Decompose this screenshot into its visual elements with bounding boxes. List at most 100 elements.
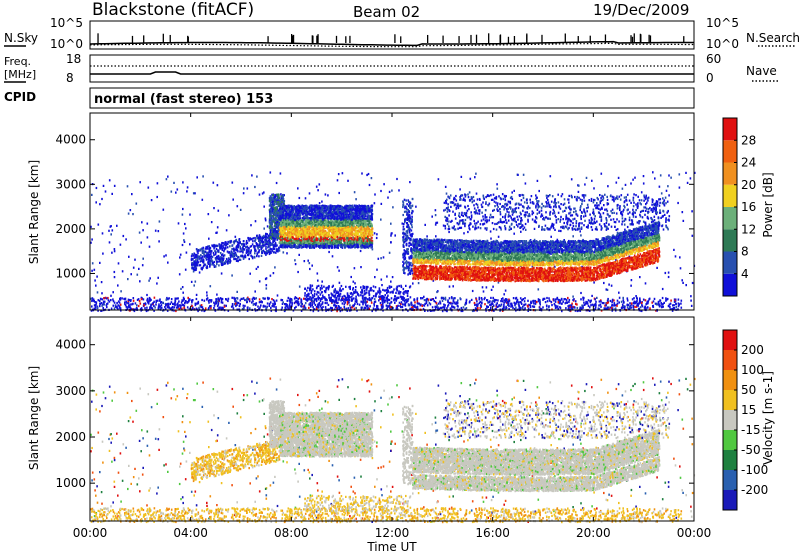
power-cell xyxy=(556,238,559,241)
power-cell xyxy=(209,299,211,302)
power-cell xyxy=(271,236,274,239)
power-cell xyxy=(201,249,203,252)
power-cell xyxy=(233,242,235,245)
power-cell xyxy=(264,297,266,300)
power-cell xyxy=(333,300,336,304)
power-cell xyxy=(95,302,98,305)
power-cell xyxy=(246,306,249,309)
power-cell xyxy=(111,251,113,254)
power-cell xyxy=(382,305,384,308)
power-cell xyxy=(490,302,493,305)
power-cell xyxy=(630,306,632,309)
power-cell xyxy=(598,304,600,307)
power-cell xyxy=(346,298,348,301)
power-cell xyxy=(222,246,225,249)
power-cell xyxy=(513,232,515,235)
power-cell xyxy=(583,296,585,300)
power-cell xyxy=(221,241,223,245)
power-cell xyxy=(254,309,257,312)
power-cell xyxy=(259,306,261,309)
power-cell xyxy=(203,299,206,302)
power-cell xyxy=(127,302,130,305)
power-cell xyxy=(346,300,349,304)
power-cell xyxy=(514,304,516,307)
power-cell xyxy=(246,248,248,251)
power-cell xyxy=(174,297,177,300)
power-cell xyxy=(195,263,198,266)
power-cell xyxy=(343,298,345,301)
power-cell xyxy=(231,181,234,184)
power-cell xyxy=(221,263,223,266)
power-cell xyxy=(554,265,556,268)
power-cell xyxy=(372,307,375,310)
power-cell xyxy=(216,304,219,308)
power-cell xyxy=(236,248,239,252)
power-cell xyxy=(276,232,278,236)
power-cell xyxy=(618,195,621,198)
power-cell xyxy=(159,299,161,302)
power-cell xyxy=(630,182,632,185)
power-cell xyxy=(231,255,234,258)
power-cell xyxy=(191,308,194,311)
power-cell xyxy=(218,243,220,246)
power-cell xyxy=(622,305,625,308)
power-cell xyxy=(611,309,614,312)
power-cell xyxy=(215,248,218,251)
power-cell xyxy=(231,303,234,306)
power-cell xyxy=(309,305,312,308)
power-cell xyxy=(228,214,230,217)
power-cell xyxy=(104,190,107,193)
power-cell xyxy=(216,244,218,247)
power-cell xyxy=(499,304,502,308)
power-cell xyxy=(670,299,672,302)
power-cell xyxy=(303,306,306,309)
power-cell xyxy=(194,280,197,283)
power-cell xyxy=(298,253,300,256)
power-cell xyxy=(225,304,227,307)
power-cell xyxy=(369,305,371,308)
power-cell xyxy=(465,307,468,310)
power-cell xyxy=(689,177,692,180)
sky-noise-trace xyxy=(89,40,694,47)
power-cell xyxy=(248,298,251,301)
power-cell xyxy=(694,171,696,174)
power-cell xyxy=(557,218,560,221)
power-cell xyxy=(640,191,643,194)
power-cell xyxy=(328,308,330,311)
power-cell xyxy=(285,305,287,308)
power-cell xyxy=(132,266,135,269)
power-cell xyxy=(256,253,259,256)
power-cell xyxy=(236,241,239,244)
power-cell xyxy=(219,307,221,310)
power-cell xyxy=(455,301,457,304)
power-cell xyxy=(271,219,273,222)
power-cell xyxy=(273,300,276,303)
power-cell xyxy=(249,251,252,255)
power-cell xyxy=(577,190,580,193)
power-cell xyxy=(476,304,478,307)
power-cell xyxy=(196,248,199,251)
power-cell xyxy=(313,308,315,311)
power-cell xyxy=(276,221,279,224)
power-cell xyxy=(268,304,271,307)
power-cell xyxy=(662,302,664,306)
power-cell xyxy=(186,301,189,304)
power-cell xyxy=(225,242,227,245)
power-cell xyxy=(634,302,636,305)
power-cell xyxy=(414,304,416,307)
power-cell xyxy=(91,269,93,272)
power-cell xyxy=(655,309,657,312)
power-cell xyxy=(125,300,128,303)
power-cell xyxy=(97,309,99,312)
power-cell xyxy=(443,306,446,309)
power-cell xyxy=(218,264,220,267)
power-cell xyxy=(409,181,411,184)
power-cell xyxy=(263,191,265,194)
power-cell xyxy=(227,309,230,312)
power-cell xyxy=(264,238,266,241)
power-cell xyxy=(444,298,447,301)
power-cell xyxy=(539,301,541,304)
power-cell xyxy=(401,303,404,306)
power-cell xyxy=(640,301,643,304)
power-cell xyxy=(289,307,291,310)
